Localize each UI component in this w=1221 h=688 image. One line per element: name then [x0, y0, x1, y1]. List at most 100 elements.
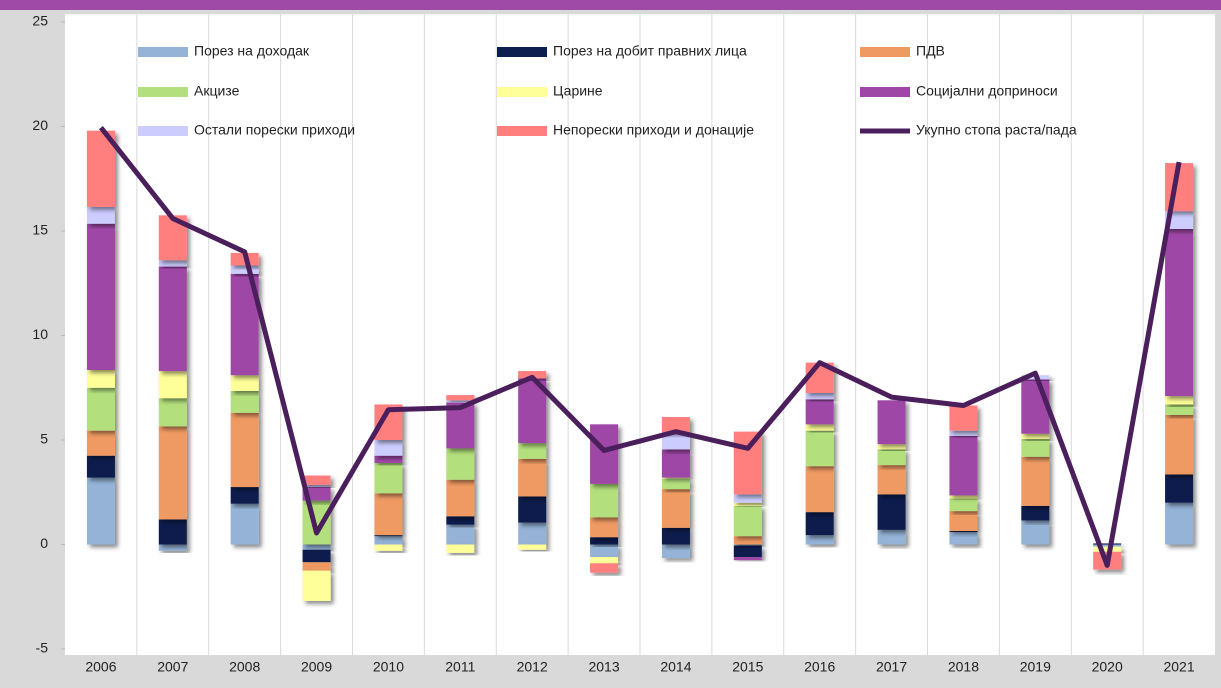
bar-segment — [590, 424, 619, 484]
x-tick-label: 2013 — [588, 659, 619, 675]
bar-segment — [733, 536, 762, 545]
bar-segment — [518, 522, 547, 545]
bar-segment — [518, 371, 547, 379]
legend-label: Порез на добит правних лица — [553, 43, 747, 59]
x-tick-label: 2015 — [732, 659, 763, 675]
bar-segment — [733, 544, 762, 546]
bar-segment — [158, 398, 187, 427]
bar-segment — [733, 502, 762, 506]
bar-segment — [661, 544, 690, 559]
x-tick-label: 2012 — [517, 659, 548, 675]
bar-segment — [1165, 414, 1194, 475]
legend-label: Социјални доприноси — [916, 83, 1058, 99]
legend-label: Акцизе — [194, 83, 240, 99]
bar-segment — [949, 498, 978, 512]
bar-segment — [590, 563, 619, 573]
bar-segment — [302, 549, 331, 563]
bar-segment — [733, 505, 762, 537]
bar-segment — [877, 449, 906, 466]
bar-segment — [158, 371, 187, 399]
bar-segment — [230, 265, 259, 274]
bar-segment — [446, 448, 475, 480]
bar-segment — [446, 395, 475, 401]
bar-segment — [518, 544, 547, 550]
bar-segment — [805, 430, 834, 467]
legend-swatch — [497, 126, 547, 136]
bar-segment — [1165, 502, 1194, 545]
bar-segment — [374, 455, 403, 463]
bar-segment — [805, 535, 834, 545]
bar-segment — [805, 392, 834, 400]
bar-segment — [949, 495, 978, 499]
legend-label: Непорески приходи и донације — [553, 122, 754, 138]
bar-segment — [1021, 433, 1050, 439]
bar-segment — [949, 530, 978, 532]
bar-segment — [877, 465, 906, 495]
bar-segment — [446, 524, 475, 545]
y-tick-label: 15 — [32, 222, 48, 238]
x-tick-label: 2016 — [804, 659, 835, 675]
bar-segment — [374, 462, 403, 494]
bar-segment — [1165, 211, 1194, 229]
bar-segment — [446, 400, 475, 403]
bar-segment — [661, 449, 690, 478]
top-band — [0, 0, 1221, 10]
bar-segment — [374, 536, 403, 545]
bar-segment — [302, 544, 331, 550]
bar-segment — [733, 494, 762, 503]
y-tick-label: 10 — [32, 326, 48, 342]
bar-segment — [949, 531, 978, 545]
bar-segment — [733, 557, 762, 561]
bar-segment — [1021, 438, 1050, 457]
legend-label: Царине — [553, 83, 603, 99]
y-tick-label: 5 — [40, 431, 48, 447]
legend-swatch — [138, 87, 188, 97]
bar-segment — [949, 511, 978, 531]
bar-segment — [230, 412, 259, 488]
bar-segment — [86, 369, 115, 388]
bar-segment — [1093, 546, 1122, 552]
bar-segment — [661, 477, 690, 479]
bar-segment — [1165, 474, 1194, 503]
y-tick-label: 25 — [32, 13, 48, 29]
bar-segment — [1021, 520, 1050, 545]
bar-segment — [877, 400, 906, 445]
bar-segment — [805, 424, 834, 431]
bar-segment — [733, 431, 762, 495]
legend-swatch — [138, 47, 188, 57]
bar-segment — [1165, 404, 1194, 415]
legend-swatch — [497, 47, 547, 57]
bar-segment — [877, 529, 906, 545]
x-tick-label: 2008 — [229, 659, 260, 675]
bar-segment — [661, 478, 690, 490]
bar-segment — [1093, 544, 1122, 547]
bar-segment — [805, 512, 834, 536]
bar-segment — [518, 496, 547, 523]
x-tick-label: 2006 — [85, 659, 116, 675]
x-tick-label: 2019 — [1020, 659, 1051, 675]
x-tick-label: 2009 — [301, 659, 332, 675]
bar-segment — [590, 483, 619, 518]
bar-segment — [590, 544, 619, 558]
legend-label: Остали порески приходи — [194, 122, 355, 138]
y-tick-label: 20 — [32, 117, 48, 133]
bar-segment — [86, 130, 115, 207]
bar-segment — [86, 223, 115, 370]
bar-segment — [590, 557, 619, 564]
bar-segment — [86, 455, 115, 478]
bar-segment — [302, 475, 331, 485]
bar-segment — [661, 527, 690, 545]
bar-segment — [733, 545, 762, 558]
bar-segment — [230, 503, 259, 545]
bar-segment — [158, 426, 187, 520]
bar-segment — [805, 399, 834, 425]
bar-segment — [1165, 396, 1194, 405]
bar-segment — [1093, 543, 1122, 545]
bar-segment — [446, 479, 475, 517]
legend-swatch — [860, 87, 910, 97]
x-tick-label: 2011 — [445, 659, 475, 675]
x-tick-label: 2021 — [1163, 659, 1194, 675]
bar-segment — [86, 430, 115, 456]
bar-segment — [158, 544, 187, 551]
